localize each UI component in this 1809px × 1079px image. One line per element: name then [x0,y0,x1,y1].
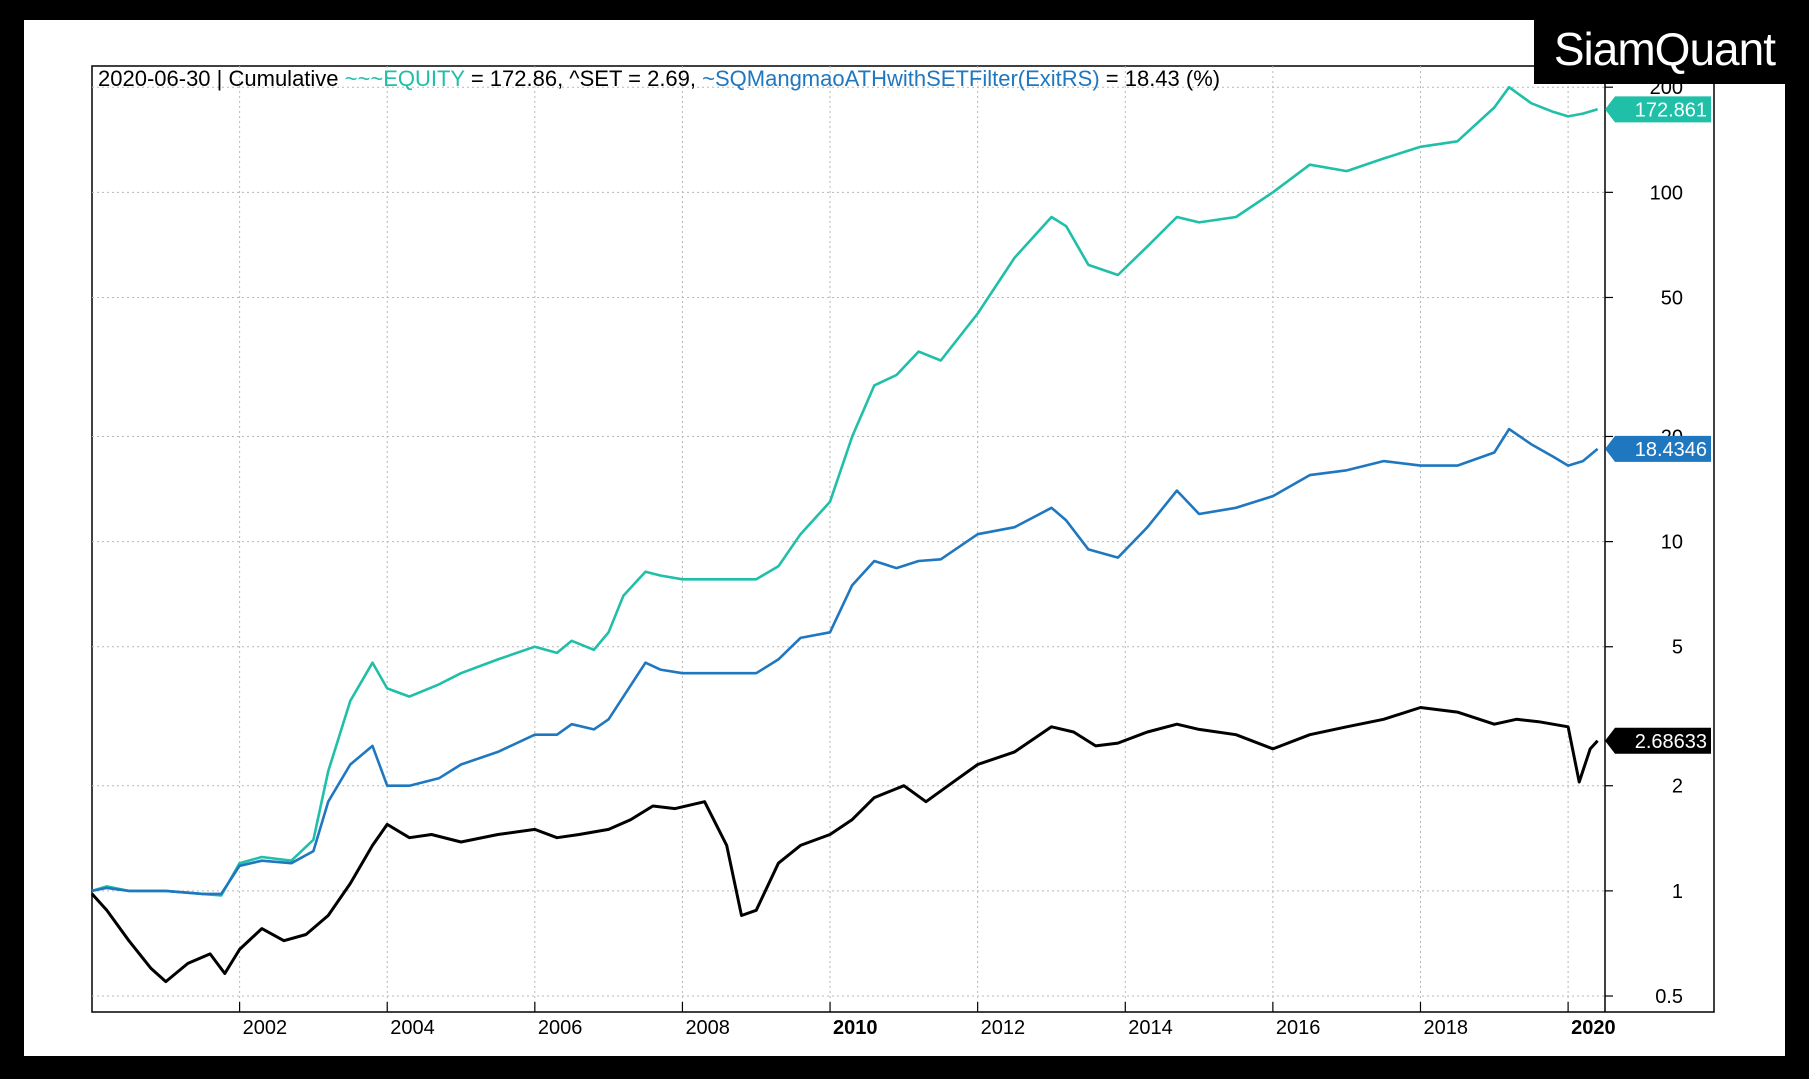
x-tick-label: 2020 [1571,1017,1616,1039]
header-date: 2020-06-30 [98,66,211,91]
legend-part-6: = 18.43 (%) [1100,66,1220,91]
x-tick-label: 2018 [1423,1017,1468,1039]
y-tick-label: 0.5 [1655,986,1683,1008]
x-tick-label: 2004 [390,1017,435,1039]
series-line-1 [91,85,1598,897]
header-separator: | [211,66,229,91]
x-tick-label: 2014 [1128,1017,1173,1039]
y-tick-label: 5 [1672,637,1683,659]
legend-part-4: = 2.69, [622,66,702,91]
brand-logo: SiamQuant [1533,14,1795,84]
series-line-2 [91,427,1599,896]
last-value-tag-1 [1605,96,1711,123]
legend-part-2: = 172.86, [465,66,570,91]
x-tick-label: 2002 [243,1017,287,1039]
legend-header: 2020-06-30 | Cumulative ~~~EQUITY = 172.… [98,66,1220,91]
header-mode: Cumulative [229,66,345,91]
y-tick-label: 10 [1661,532,1683,554]
y-tick-label: 50 [1661,287,1683,309]
series-line-3 [90,706,1599,984]
plot-border [91,65,1715,1013]
legend-part-5: ~SQMangmaoATHwithSETFilter(ExitRS) [702,66,1100,91]
x-tick-label: 2012 [981,1017,1025,1039]
x-tick-label: 2008 [685,1017,730,1039]
last-value-label-1: 172.861 [1635,99,1707,121]
x-tick-label: 2010 [833,1017,878,1039]
x-tick-label: 2006 [538,1017,583,1039]
last-value-label-3: 2.68633 [1635,731,1707,753]
y-tick-label: 100 [1650,182,1683,204]
last-value-label-2: 18.4346 [1635,439,1707,461]
y-tick-label: 2 [1672,776,1683,798]
legend-part-1: ~~~EQUITY [345,66,466,91]
x-tick-label: 2016 [1276,1017,1321,1039]
last-value-tag-3 [1605,727,1711,754]
y-tick-label: 1 [1672,881,1683,903]
legend-part-3: ^SET [569,66,622,91]
last-value-tag-2 [1605,435,1711,462]
